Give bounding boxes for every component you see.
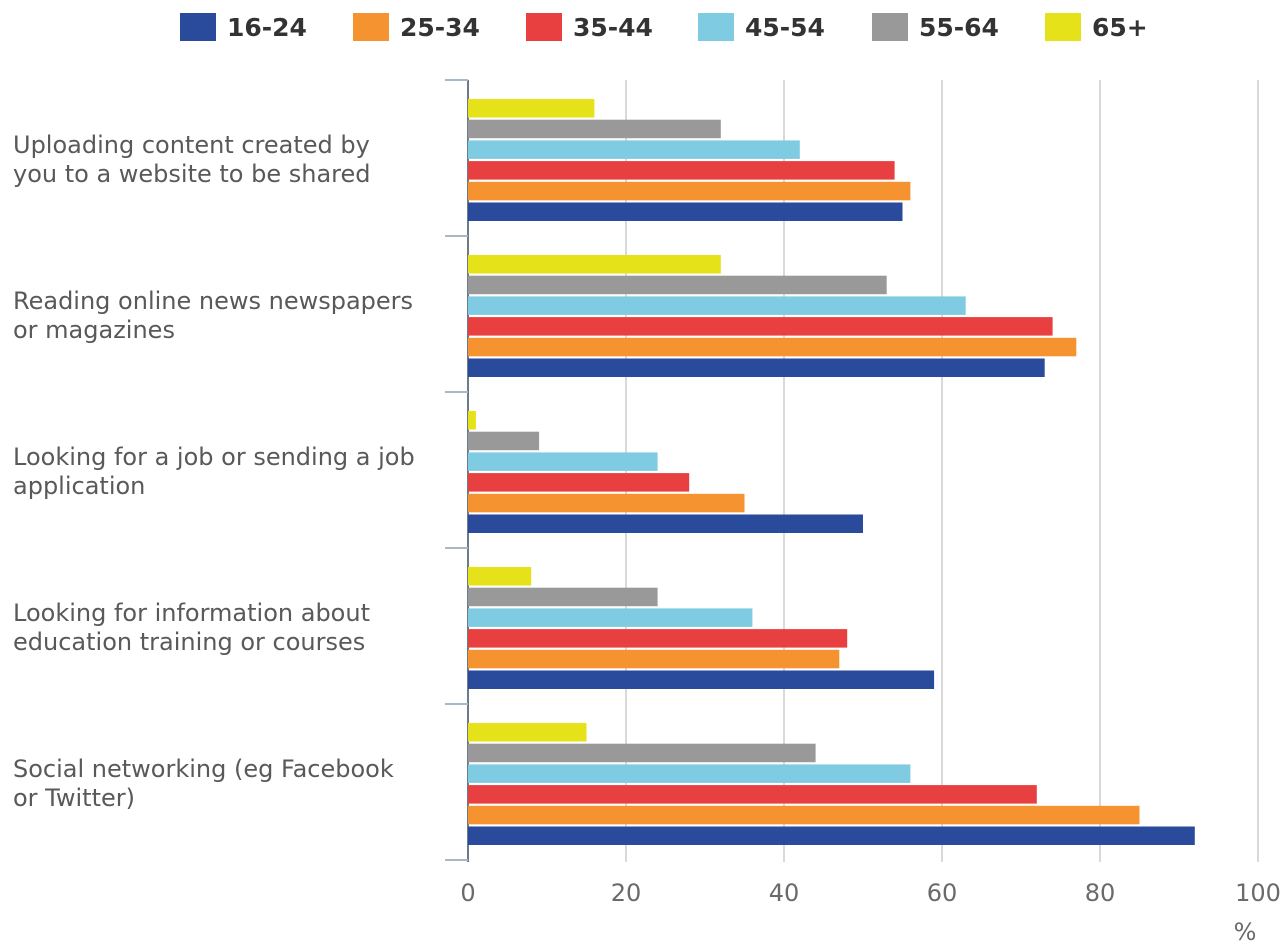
x-tick-label: 100 xyxy=(1235,879,1281,907)
bar xyxy=(468,743,816,763)
category-label: or Twitter) xyxy=(13,784,135,812)
bar xyxy=(468,514,863,533)
legend-label: 55-64 xyxy=(919,13,999,42)
category-label: you to a website to be shared xyxy=(13,160,371,188)
bar xyxy=(468,826,1195,845)
bar xyxy=(468,723,587,742)
bar xyxy=(468,275,887,295)
bar xyxy=(468,317,1053,336)
legend-label: 25-34 xyxy=(400,13,480,42)
legend-label: 45-54 xyxy=(745,13,825,42)
bar xyxy=(468,670,935,689)
legend-label: 65+ xyxy=(1092,13,1148,42)
legend-swatch xyxy=(872,13,908,41)
bar xyxy=(468,296,966,315)
bar xyxy=(468,140,800,159)
bar xyxy=(468,181,911,201)
category-label: Social networking (eg Facebook xyxy=(13,755,394,783)
x-tick-label: 60 xyxy=(927,879,958,907)
legend-swatch xyxy=(353,13,389,41)
bar xyxy=(468,567,532,586)
bar xyxy=(468,452,658,471)
bar xyxy=(468,629,848,648)
category-label: Uploading content created by xyxy=(13,131,370,159)
bar xyxy=(468,608,753,627)
bar xyxy=(468,493,745,513)
legend-label: 35-44 xyxy=(573,13,653,42)
legend: 16-24 25-34 35-44 45-54 55-64 65+ xyxy=(180,13,1148,42)
bar xyxy=(468,785,1037,804)
legend-swatch xyxy=(526,13,562,41)
bar xyxy=(468,202,903,221)
bar xyxy=(468,587,658,607)
bar xyxy=(468,431,540,451)
bar xyxy=(468,161,895,180)
category-label: application xyxy=(13,472,145,500)
bar xyxy=(468,411,476,430)
bar xyxy=(468,99,595,118)
x-tick-labels: 0 20 40 60 80 100 xyxy=(460,879,1281,907)
legend-swatch xyxy=(698,13,734,41)
y-axis xyxy=(445,79,469,862)
legend-swatch xyxy=(180,13,216,41)
x-tick-label: 80 xyxy=(1085,879,1116,907)
legend-label: 16-24 xyxy=(227,13,307,42)
bars xyxy=(468,99,1195,845)
bar xyxy=(468,119,721,139)
legend-swatch xyxy=(1045,13,1081,41)
category-label: or magazines xyxy=(13,316,175,344)
bar xyxy=(468,358,1045,377)
bar xyxy=(468,764,911,783)
bar xyxy=(468,255,721,274)
category-label: education training or courses xyxy=(13,628,365,656)
x-axis-unit-label: % xyxy=(1234,918,1257,944)
bar xyxy=(468,337,1077,357)
bar xyxy=(468,805,1140,825)
category-label: Looking for information about xyxy=(13,599,370,627)
x-tick-label: 0 xyxy=(460,879,475,907)
category-label: Looking for a job or sending a job xyxy=(13,443,415,471)
x-tick-label: 40 xyxy=(769,879,800,907)
bar xyxy=(468,473,690,492)
x-tick-label: 20 xyxy=(611,879,642,907)
category-label: Reading online news newspapers xyxy=(13,287,413,315)
bar xyxy=(468,649,840,669)
